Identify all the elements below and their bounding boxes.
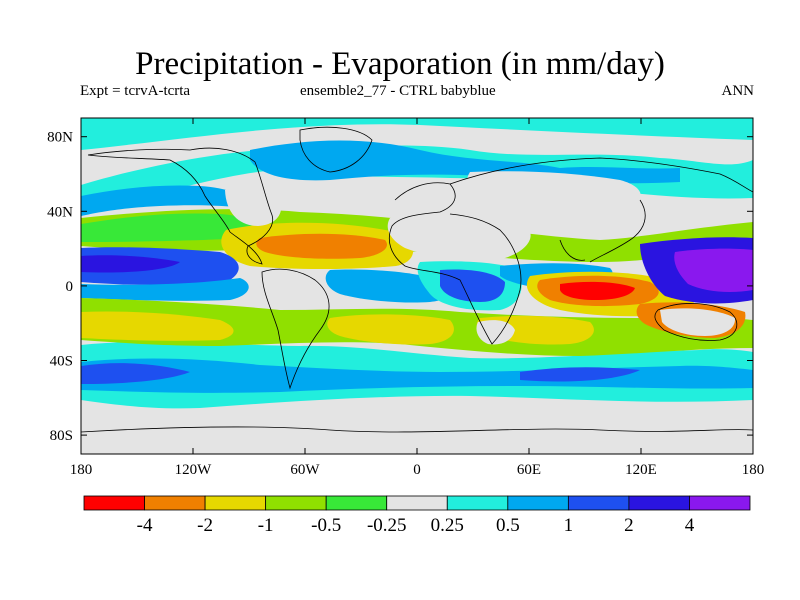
western-pacific-violet-core [674, 248, 753, 292]
central-africa-wet-core [440, 269, 505, 302]
colorbar-swatch [386, 495, 448, 511]
south-pacific-storm-core [81, 363, 190, 384]
field-layer [81, 118, 753, 454]
antarctic-near-zero [81, 412, 753, 454]
europe-africa-coast [388, 182, 522, 345]
eastern-pacific-itcz [81, 278, 249, 301]
asia-near-zero [466, 171, 641, 212]
colorbar-label: 1 [564, 515, 574, 536]
x-tick-label: 180 [742, 462, 765, 478]
colorbar-swatch [144, 495, 206, 511]
y-tick-label: 80S [50, 428, 73, 444]
y-tick-label: 0 [66, 279, 74, 295]
north-pacific-wet-zone [81, 145, 753, 210]
x-tick-label: 60W [290, 462, 320, 478]
map-title: Precipitation - Evaporation (in mm/day) [135, 46, 665, 82]
colorbar-label: 2 [624, 515, 634, 536]
australia-coast [654, 303, 738, 341]
colorbar-label: -0.25 [367, 515, 407, 536]
colorbar-swatch [507, 495, 569, 511]
colorbar-label: -0.5 [311, 515, 341, 536]
season-label: ANN [721, 83, 755, 99]
north-america-near-zero [225, 183, 282, 226]
x-tick-label: 120E [625, 462, 657, 478]
x-tick-label: 180 [70, 462, 93, 478]
southern-storm-track [81, 358, 753, 393]
colorbar-swatch [83, 495, 145, 511]
axis-ticks [80, 118, 754, 454]
y-tick-label: 80N [47, 130, 73, 146]
colorbar-swatch [325, 495, 388, 511]
colorbar-label: 0.25 [431, 515, 464, 536]
north-atlantic-storm-track [250, 140, 680, 184]
greenland-coast [299, 126, 373, 173]
colorbar-label: 0.5 [496, 515, 520, 536]
north-pacific-storm-track [81, 185, 258, 216]
colorbar-swatch [265, 495, 327, 511]
antarctica-coast [81, 426, 753, 433]
y-tick-label: 40S [50, 354, 73, 370]
coastlines [81, 126, 753, 433]
colorbar-label: 4 [685, 515, 695, 536]
x-tick-label: 60E [517, 462, 541, 478]
maritime-continent-core [560, 281, 635, 300]
north-america-coast [87, 147, 274, 265]
colorbar-swatch [204, 495, 267, 511]
central-pacific-itcz-core [81, 255, 180, 273]
colorbar-label: -4 [137, 515, 153, 536]
south-atlantic-drying [327, 314, 454, 345]
x-tick-label: 0 [413, 462, 421, 478]
colorbar-labels: -4 -2 -1 -0.5 -0.25 0.25 0.5 1 2 4 [137, 515, 695, 536]
colorbar [83, 495, 751, 511]
eastern-pacific-dry-zone [81, 213, 254, 242]
colorbar-swatch [567, 495, 630, 511]
sahara-near-zero [387, 213, 531, 260]
asia-coast [449, 157, 753, 263]
australia-near-zero [660, 308, 736, 336]
x-tick-label: 120W [175, 462, 213, 478]
y-tick-label: 40N [47, 204, 73, 220]
colorbar-label: -2 [197, 515, 213, 536]
south-indian-storm-core [520, 367, 640, 382]
arctic-wet-band [81, 118, 753, 150]
south-pacific-drying [81, 311, 234, 341]
experiment-label: Expt = tcrvA-tcrta [80, 83, 191, 99]
colorbar-swatch [628, 495, 690, 511]
colorbar-swatch [446, 495, 509, 511]
axis-tick-labels: 180 120W 60W 0 60E 120E 180 80N 40N 0 40S 80S [47, 130, 764, 478]
ensemble-label: ensemble2_77 - CTRL babyblue [300, 83, 496, 99]
colorbar-swatch [689, 495, 751, 511]
caribbean-core [256, 233, 388, 259]
colorbar-label: -1 [258, 515, 274, 536]
south-america-coast [261, 268, 330, 390]
